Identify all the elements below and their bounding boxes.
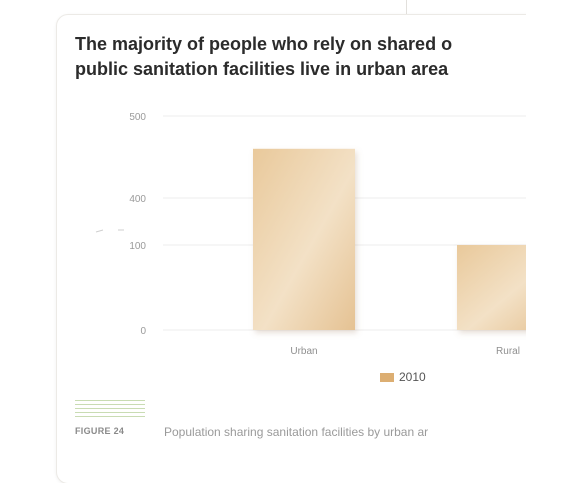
y-tick-label-0: 0 (140, 326, 146, 337)
y-tick-label-500: 500 (129, 112, 146, 123)
chart-title: The majority of people who rely on share… (75, 32, 535, 82)
chart-legend: 2010 (380, 370, 426, 384)
bar-urban (253, 148, 355, 330)
chart-title-line-1: The majority of people who rely on share… (75, 34, 453, 54)
top-divider (406, 0, 407, 14)
y-tick-label-400: 400 (129, 194, 146, 205)
y-tick-label-100: 100 (129, 241, 146, 252)
figure-caption: Population sharing sanitation facilities… (164, 425, 429, 439)
x-category-label-rural: Rural (496, 346, 520, 357)
chart-title-line-2: public sanitation facilities live in urb… (75, 59, 449, 79)
figure-tag: FIGURE 24 (75, 426, 125, 436)
axis-break-marker (95, 229, 124, 233)
figure-decorative-rule (75, 400, 145, 420)
right-crop-edge (526, 0, 573, 483)
legend-swatch-2010 (380, 372, 394, 382)
x-category-label-urban: Urban (290, 346, 317, 357)
legend-label-2010: 2010 (399, 370, 426, 384)
